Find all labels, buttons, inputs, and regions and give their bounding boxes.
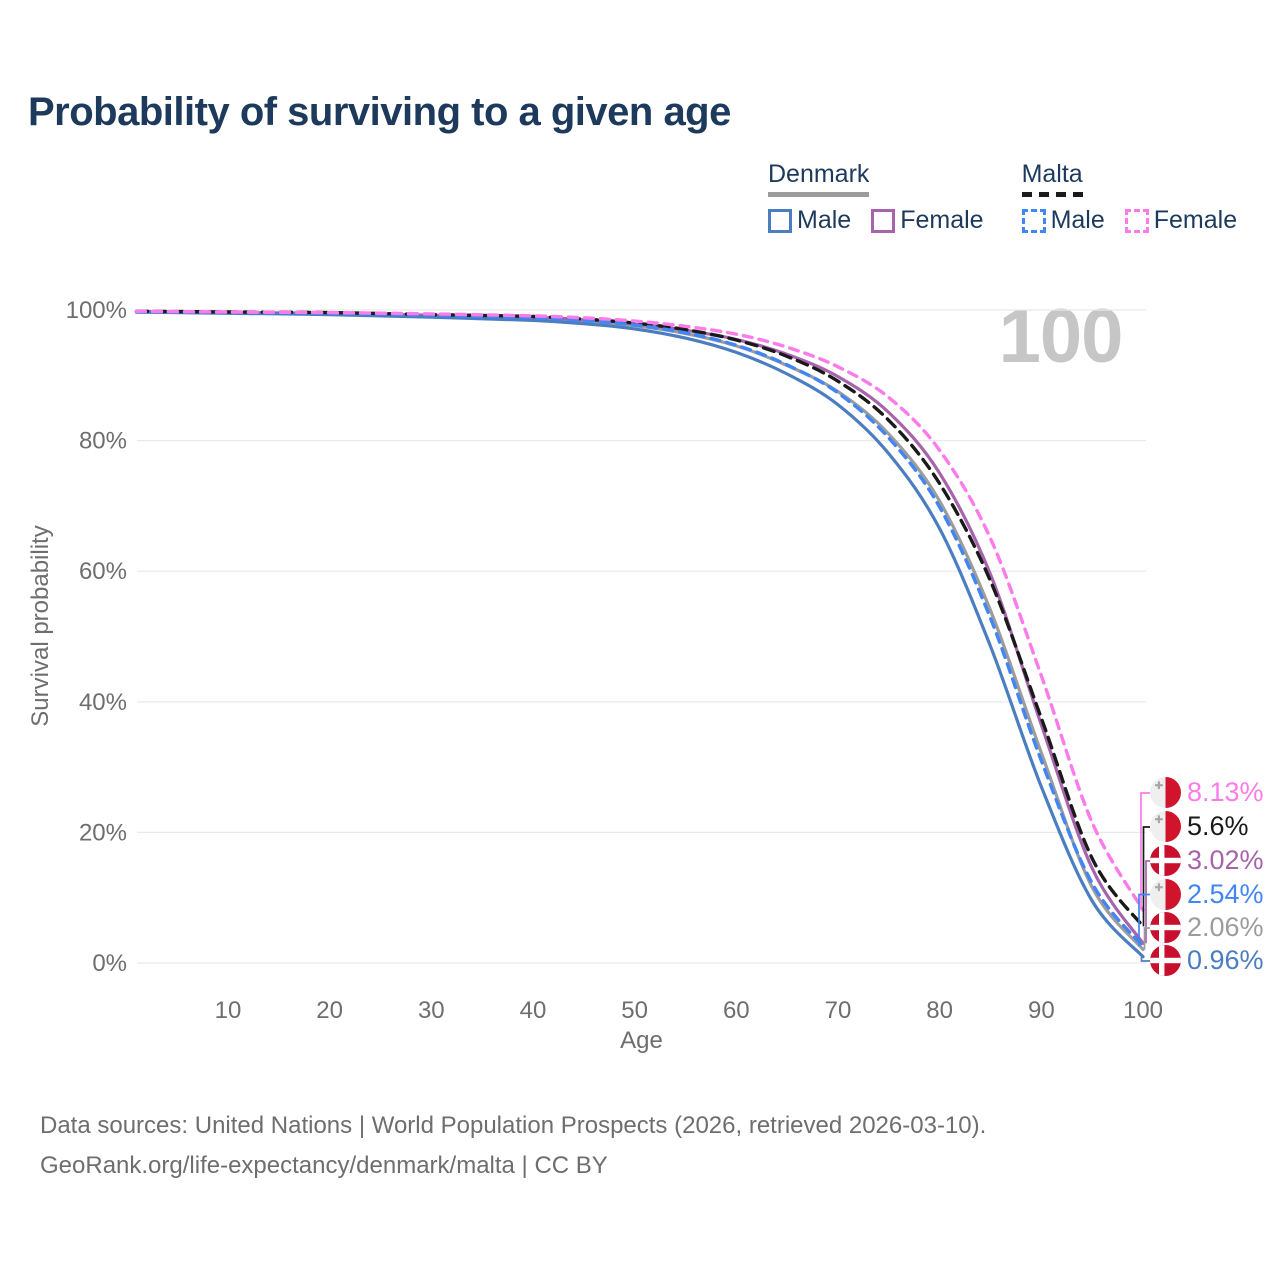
series-line-denmark-male[interactable] [134, 310, 1145, 959]
legend-swatch-denmark-female[interactable] [871, 208, 896, 233]
connector-denmark-female [1145, 860, 1150, 944]
hovered-age-watermark: 100 [998, 294, 1124, 379]
legend-group-denmark: Denmark Male Female [768, 160, 984, 235]
legend-item-malta-male[interactable]: Male [1021, 206, 1105, 235]
x-tick-60: 60 [723, 997, 750, 1024]
y-tick-100: 100% [66, 297, 127, 324]
legend-item-denmark-male[interactable]: Male [768, 206, 851, 235]
x-tick-90: 90 [1028, 997, 1055, 1024]
y-tick-40: 40% [79, 689, 127, 716]
x-tick-20: 20 [316, 997, 343, 1024]
x-tick-40: 40 [520, 997, 547, 1024]
legend-swatch-denmark-male[interactable] [768, 208, 792, 233]
legend-swatch-malta-female[interactable] [1124, 208, 1149, 233]
series-line-malta-female[interactable] [134, 309, 1145, 912]
page-title: Probability of surviving to a given age [28, 90, 731, 134]
connector-malta-male [1138, 893, 1150, 947]
y-tick-80: 80% [79, 428, 127, 455]
data-sources-text: Data sources: United Nations | World Pop… [40, 1112, 987, 1139]
legend: Denmark Male Female Malta Male Female [768, 160, 1237, 235]
connector-denmark-male [1140, 956, 1150, 962]
legend-country-malta: Malta [1021, 160, 1083, 197]
connector-malta-female [1140, 792, 1150, 910]
legend-label-malta-female: Female [1153, 206, 1238, 234]
legend-country-denmark: Denmark [768, 160, 870, 197]
connector-malta-all [1142, 826, 1150, 927]
attribution-text: GeoRank.org/life-expectancy/denmark/malt… [40, 1152, 608, 1179]
series-line-denmark-female[interactable] [134, 309, 1145, 945]
y-axis-title: Survival probability [27, 525, 54, 726]
x-tick-50: 50 [621, 997, 648, 1024]
y-tick-60: 60% [79, 558, 127, 585]
x-tick-80: 80 [926, 997, 953, 1024]
x-tick-100: 100 [1123, 997, 1163, 1024]
y-tick-20: 20% [79, 819, 127, 846]
x-tick-30: 30 [418, 997, 445, 1024]
legend-group-malta: Malta Male Female [1021, 160, 1238, 235]
connector-denmark-all [1143, 927, 1150, 950]
legend-swatch-malta-male[interactable] [1021, 208, 1046, 233]
legend-label-malta-male: Male [1050, 206, 1105, 234]
legend-item-denmark-female[interactable]: Female [871, 206, 984, 235]
legend-label-denmark-female: Female [900, 206, 984, 234]
legend-label-denmark-male: Male [797, 206, 852, 234]
series-line-malta-male[interactable] [134, 310, 1145, 949]
legend-item-malta-female[interactable]: Female [1124, 206, 1238, 235]
x-tick-10: 10 [215, 997, 242, 1024]
series-line-denmark-all[interactable] [134, 310, 1145, 952]
y-tick-0: 0% [92, 950, 127, 977]
x-axis-title: Age [620, 1027, 663, 1054]
x-tick-70: 70 [825, 997, 852, 1024]
footer: Data sources: United Nations | World Pop… [40, 1106, 986, 1186]
